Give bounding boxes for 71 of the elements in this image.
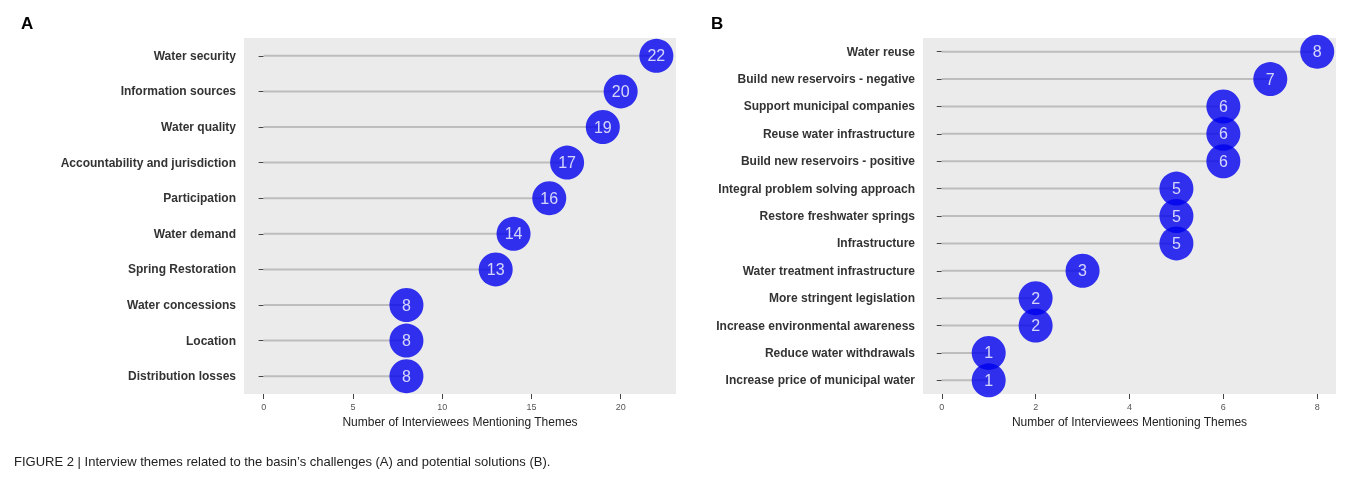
y-tick-label: Increase environmental awareness	[716, 318, 916, 333]
point	[1065, 253, 1100, 288]
data-label: 6	[1218, 97, 1228, 115]
x-tick-label: 0	[261, 401, 267, 412]
data-label: 8	[401, 367, 411, 385]
y-tick-label: Water reuse	[846, 44, 916, 59]
y-tick-label: Infrastructure	[836, 236, 916, 251]
x-tick-label: 2	[1033, 401, 1039, 412]
y-tick-label: Information sources	[120, 84, 237, 99]
y-tick-label: Build new reservoirs - positive	[740, 154, 916, 169]
data-label: 1	[984, 344, 994, 362]
point	[389, 323, 424, 358]
data-label: 17	[558, 154, 577, 172]
x-tick-label: 4	[1126, 401, 1133, 412]
data-label: 8	[401, 332, 411, 350]
data-label: 20	[611, 82, 630, 100]
x-tick-label: 5	[350, 401, 356, 412]
point	[1206, 144, 1241, 179]
caption: FIGURE 2 | Interview themes related to the basin’s challenges (A) and potential solutions (B).	[14, 454, 552, 469]
y-tick-label: Participation	[163, 191, 236, 206]
y-tick-label: Build new reservoirs - negative	[737, 72, 916, 87]
point	[1159, 226, 1194, 261]
point	[971, 363, 1006, 398]
data-label: 6	[1218, 152, 1228, 170]
data-label: 2	[1031, 289, 1041, 307]
x-axis-title: Number of Interviewees Mentioning Themes	[1011, 415, 1248, 429]
data-label: 14	[504, 225, 523, 243]
data-label: 6	[1218, 125, 1228, 143]
point	[1253, 62, 1288, 97]
text: A	[21, 14, 34, 33]
text: B	[711, 14, 724, 33]
data-label: 2	[1031, 317, 1041, 335]
x-tick-label: 20	[615, 401, 626, 412]
point	[389, 288, 424, 322]
x-tick-label: 6	[1220, 401, 1226, 412]
y-tick-label: Increase price of municipal water	[725, 373, 916, 388]
data-label: 16	[540, 189, 559, 207]
y-tick-label: Reduce water withdrawals	[764, 345, 916, 360]
x-tick-label: 10	[437, 401, 448, 412]
data-label: 8	[1312, 43, 1322, 61]
y-tick-label: Water demand	[153, 226, 236, 241]
x-tick-label: 15	[526, 401, 537, 412]
point	[389, 359, 424, 394]
y-tick-label: Restore freshwater springs	[759, 209, 916, 223]
y-tick-label: Accountability and jurisdiction	[60, 155, 236, 170]
y-tick-label: More stringent legislation	[768, 291, 915, 306]
y-tick-label: Water concessions	[127, 298, 237, 312]
data-label: 1	[984, 371, 994, 389]
x-tick-label: 0	[939, 401, 945, 412]
point	[1300, 34, 1335, 69]
y-tick-label: Water treatment infrastructure	[742, 263, 916, 278]
y-tick-label: Water security	[153, 48, 237, 63]
data-label: 5	[1171, 180, 1181, 198]
y-tick-label: Integral problem solving approach	[718, 181, 915, 196]
x-tick-label: 8	[1314, 401, 1320, 412]
y-tick-label: Reuse water infrastructure	[762, 126, 916, 141]
data-label: 22	[647, 47, 666, 65]
data-label: 5	[1171, 234, 1181, 252]
data-label: 5	[1171, 207, 1181, 225]
y-tick-label: Spring Restoration	[127, 262, 236, 277]
data-label: 3	[1078, 262, 1088, 280]
data-label: 19	[593, 118, 612, 136]
y-tick-label: Location	[186, 333, 236, 348]
point	[1018, 308, 1053, 343]
x-axis-title: Number of Interviewees Mentioning Themes	[342, 415, 578, 429]
y-tick-label: Support municipal companies	[743, 99, 916, 114]
y-tick-label: Distribution losses	[127, 369, 237, 384]
y-tick-label: Water quality	[161, 120, 237, 134]
data-label: 7	[1265, 70, 1275, 88]
data-label: 8	[401, 296, 411, 314]
data-label: 13	[486, 260, 505, 278]
